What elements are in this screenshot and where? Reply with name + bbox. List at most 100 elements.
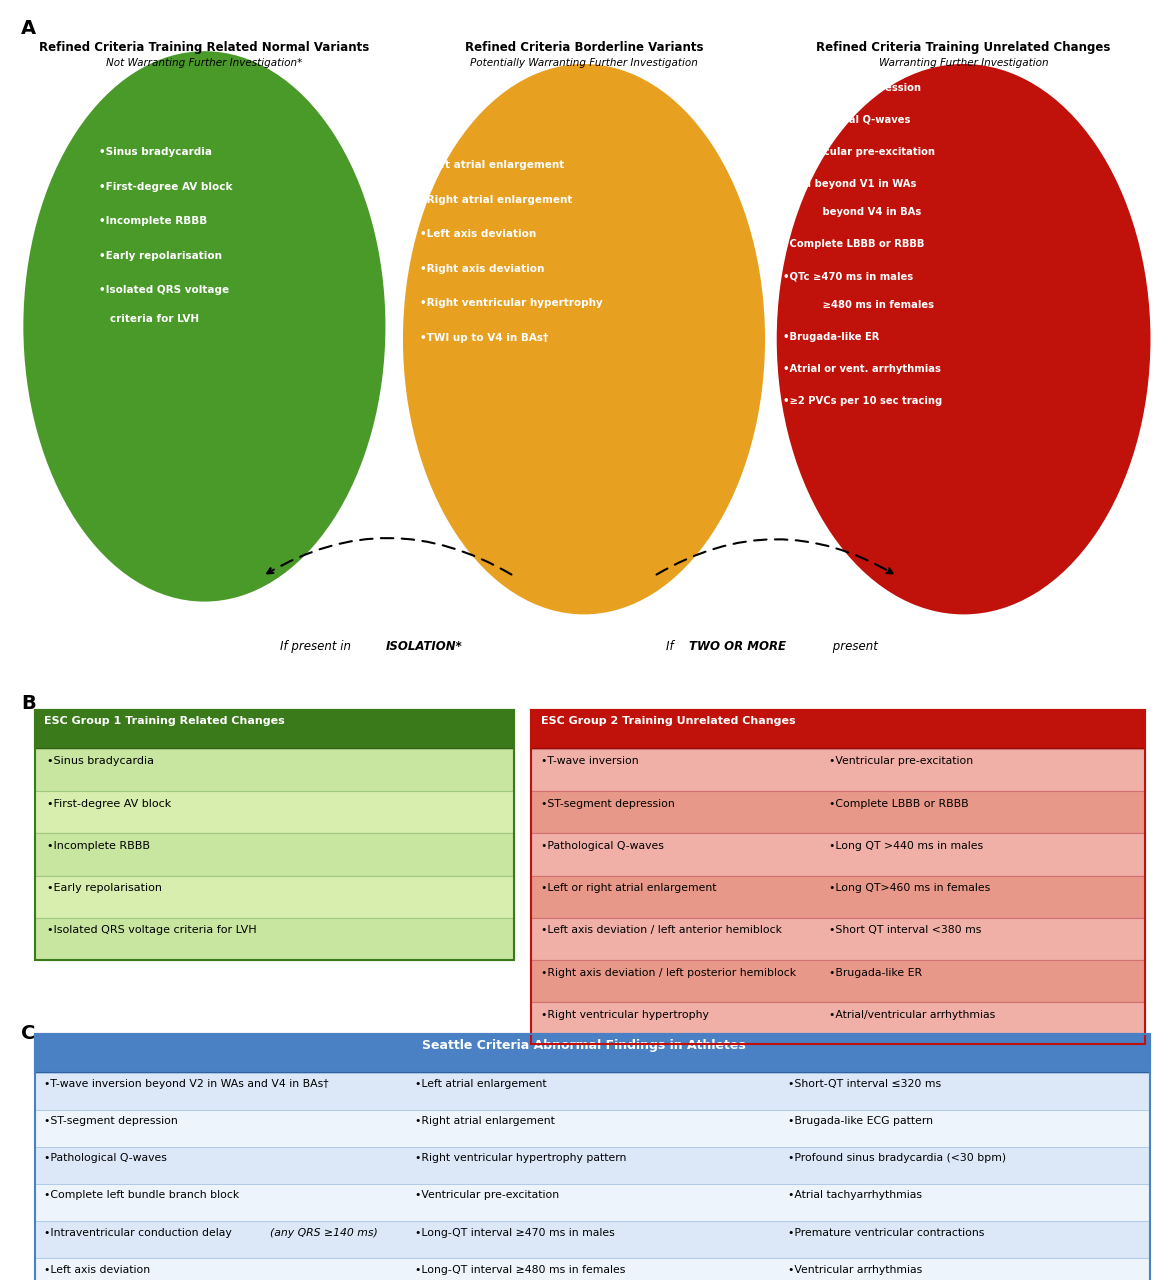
FancyBboxPatch shape xyxy=(35,791,514,833)
Text: present: present xyxy=(829,640,878,653)
FancyBboxPatch shape xyxy=(35,1073,1150,1110)
Text: Refined Criteria Borderline Variants: Refined Criteria Borderline Variants xyxy=(465,41,703,54)
Text: •Incomplete RBBB: •Incomplete RBBB xyxy=(47,841,150,851)
Text: •Right ventricular hypertrophy: •Right ventricular hypertrophy xyxy=(541,1010,709,1020)
Text: •≥2 PVCs per 10 sec tracing: •≥2 PVCs per 10 sec tracing xyxy=(783,396,941,406)
Text: C: C xyxy=(21,1024,35,1043)
Text: •Brugada-like ER: •Brugada-like ER xyxy=(829,968,923,978)
Text: B: B xyxy=(21,694,36,713)
Text: •Long-QT interval ≥470 ms in males: •Long-QT interval ≥470 ms in males xyxy=(415,1228,614,1238)
Text: •Brugada-like ECG pattern: •Brugada-like ECG pattern xyxy=(788,1116,933,1126)
FancyBboxPatch shape xyxy=(531,791,1145,833)
Text: •QTc ≥470 ms in males: •QTc ≥470 ms in males xyxy=(783,271,912,282)
Text: •Complete LBBB or RBBB: •Complete LBBB or RBBB xyxy=(829,799,969,809)
Text: ≥480 ms in females: ≥480 ms in females xyxy=(812,300,933,310)
Text: criteria for LVH: criteria for LVH xyxy=(99,314,200,324)
Text: •ST-segment depression: •ST-segment depression xyxy=(783,83,920,93)
Text: Potentially Warranting Further Investigation: Potentially Warranting Further Investiga… xyxy=(470,58,698,68)
Text: •Profound sinus bradycardia (<30 bpm): •Profound sinus bradycardia (<30 bpm) xyxy=(788,1153,1007,1164)
Text: •Right atrial enlargement: •Right atrial enlargement xyxy=(420,195,572,205)
Text: •Left axis deviation / left anterior hemiblock: •Left axis deviation / left anterior hem… xyxy=(541,925,781,936)
Text: (any QRS ≥140 ms): (any QRS ≥140 ms) xyxy=(270,1228,377,1238)
FancyBboxPatch shape xyxy=(35,749,514,791)
Text: •Sinus bradycardia: •Sinus bradycardia xyxy=(99,147,213,157)
Text: •Left axis deviation: •Left axis deviation xyxy=(420,229,537,239)
FancyBboxPatch shape xyxy=(35,1258,1150,1280)
FancyBboxPatch shape xyxy=(531,833,1145,876)
Text: •Pathological Q-waves: •Pathological Q-waves xyxy=(44,1153,167,1164)
FancyBboxPatch shape xyxy=(35,833,514,876)
Text: •T-wave inversion: •T-wave inversion xyxy=(541,756,639,767)
Text: •Ventricular pre-excitation: •Ventricular pre-excitation xyxy=(829,756,973,767)
FancyBboxPatch shape xyxy=(35,1221,1150,1258)
Text: •Isolated QRS voltage criteria for LVH: •Isolated QRS voltage criteria for LVH xyxy=(47,925,256,936)
Text: •Sinus bradycardia: •Sinus bradycardia xyxy=(47,756,154,767)
Text: Refined Criteria Training Unrelated Changes: Refined Criteria Training Unrelated Chan… xyxy=(816,41,1111,54)
Text: •Long-QT interval ≥480 ms in females: •Long-QT interval ≥480 ms in females xyxy=(415,1265,625,1275)
Text: •Incomplete RBBB: •Incomplete RBBB xyxy=(99,216,208,227)
Text: •Intraventricular conduction delay: •Intraventricular conduction delay xyxy=(44,1228,236,1238)
Text: •ST-segment depression: •ST-segment depression xyxy=(44,1116,179,1126)
Text: TWO OR MORE: TWO OR MORE xyxy=(689,640,786,653)
Text: •Ventricular pre-excitation: •Ventricular pre-excitation xyxy=(783,147,934,157)
Text: •Early repolarisation: •Early repolarisation xyxy=(99,251,222,261)
Text: •Atrial or vent. arrhythmias: •Atrial or vent. arrhythmias xyxy=(783,364,940,374)
Text: If present in: If present in xyxy=(280,640,355,653)
Text: •Isolated QRS voltage: •Isolated QRS voltage xyxy=(99,285,229,296)
Text: Seattle Criteria Abnormal Findings in Athletes: Seattle Criteria Abnormal Findings in At… xyxy=(422,1039,746,1052)
FancyBboxPatch shape xyxy=(531,1002,1145,1044)
Text: •Ventricular pre-excitation: •Ventricular pre-excitation xyxy=(415,1190,558,1201)
Text: A: A xyxy=(21,19,36,38)
Text: If: If xyxy=(666,640,677,653)
Text: ESC Group 1 Training Related Changes: ESC Group 1 Training Related Changes xyxy=(44,716,285,726)
Text: ESC Group 2 Training Unrelated Changes: ESC Group 2 Training Unrelated Changes xyxy=(541,716,795,726)
Text: •T-wave inversion beyond V2 in WAs and V4 in BAs†: •T-wave inversion beyond V2 in WAs and V… xyxy=(44,1079,329,1089)
FancyBboxPatch shape xyxy=(35,1034,1150,1073)
Text: ISOLATION*: ISOLATION* xyxy=(385,640,463,653)
Text: •Left axis deviation: •Left axis deviation xyxy=(44,1265,151,1275)
Text: Warranting Further Investigation: Warranting Further Investigation xyxy=(878,58,1049,68)
Text: •Atrial tachyarrhythmias: •Atrial tachyarrhythmias xyxy=(788,1190,923,1201)
Text: •Left or right atrial enlargement: •Left or right atrial enlargement xyxy=(541,883,716,893)
Text: •Pathological Q-waves: •Pathological Q-waves xyxy=(541,841,663,851)
FancyBboxPatch shape xyxy=(531,749,1145,791)
Text: Refined Criteria Training Related Normal Variants: Refined Criteria Training Related Normal… xyxy=(40,41,369,54)
Text: •Pathological Q-waves: •Pathological Q-waves xyxy=(783,115,910,125)
Text: •Right atrial enlargement: •Right atrial enlargement xyxy=(415,1116,555,1126)
Ellipse shape xyxy=(777,64,1150,614)
Text: Not Warranting Further Investigation*: Not Warranting Further Investigation* xyxy=(106,58,303,68)
Ellipse shape xyxy=(403,64,765,614)
FancyBboxPatch shape xyxy=(531,918,1145,960)
FancyBboxPatch shape xyxy=(531,710,1145,749)
Text: •Right ventricular hypertrophy: •Right ventricular hypertrophy xyxy=(420,298,603,308)
Text: •First-degree AV block: •First-degree AV block xyxy=(47,799,171,809)
Text: •Long QT >440 ms in males: •Long QT >440 ms in males xyxy=(829,841,983,851)
FancyBboxPatch shape xyxy=(35,710,514,749)
FancyBboxPatch shape xyxy=(35,1147,1150,1184)
Text: •First-degree AV block: •First-degree AV block xyxy=(99,182,232,192)
Text: •Complete LBBB or RBBB: •Complete LBBB or RBBB xyxy=(783,239,924,250)
Text: •Ventricular arrhythmias: •Ventricular arrhythmias xyxy=(788,1265,923,1275)
Text: •Right axis deviation / left posterior hemiblock: •Right axis deviation / left posterior h… xyxy=(541,968,795,978)
Text: •Long QT>460 ms in females: •Long QT>460 ms in females xyxy=(829,883,990,893)
Text: •TWI up to V4 in BAs†: •TWI up to V4 in BAs† xyxy=(420,333,549,343)
Text: •Complete left bundle branch block: •Complete left bundle branch block xyxy=(44,1190,239,1201)
FancyBboxPatch shape xyxy=(35,1184,1150,1221)
FancyBboxPatch shape xyxy=(35,876,514,918)
Text: •ST-segment depression: •ST-segment depression xyxy=(541,799,675,809)
Text: beyond V4 in BAs: beyond V4 in BAs xyxy=(812,207,922,218)
FancyBboxPatch shape xyxy=(531,960,1145,1002)
FancyBboxPatch shape xyxy=(35,918,514,960)
FancyBboxPatch shape xyxy=(35,1110,1150,1147)
Text: •Short-QT interval ≤320 ms: •Short-QT interval ≤320 ms xyxy=(788,1079,941,1089)
Text: •Right ventricular hypertrophy pattern: •Right ventricular hypertrophy pattern xyxy=(415,1153,626,1164)
Text: •Atrial/ventricular arrhythmias: •Atrial/ventricular arrhythmias xyxy=(829,1010,995,1020)
Text: •Premature ventricular contractions: •Premature ventricular contractions xyxy=(788,1228,985,1238)
Text: •Early repolarisation: •Early repolarisation xyxy=(47,883,161,893)
Text: •Left atrial enlargement: •Left atrial enlargement xyxy=(420,160,565,170)
Text: •Brugada-like ER: •Brugada-like ER xyxy=(783,332,880,342)
Ellipse shape xyxy=(23,51,385,602)
FancyBboxPatch shape xyxy=(531,876,1145,918)
Text: •Left atrial enlargement: •Left atrial enlargement xyxy=(415,1079,547,1089)
Text: •Right axis deviation: •Right axis deviation xyxy=(420,264,544,274)
